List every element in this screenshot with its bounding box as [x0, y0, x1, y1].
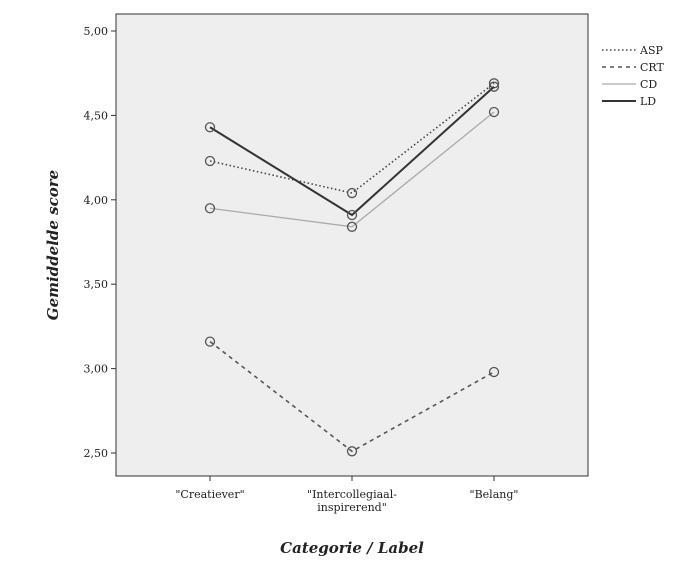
- legend: ASP CRT CD LD: [602, 44, 665, 108]
- x-tick-label-line: "Intercollegiaal-: [307, 488, 397, 501]
- data-point: [204, 155, 216, 167]
- data-point: [346, 446, 358, 457]
- x-tick-label-line: inspirerend": [317, 501, 387, 514]
- y-tick-label: 3,50: [84, 278, 109, 291]
- series-cd: [204, 106, 500, 232]
- x-tick-label: "Belang": [470, 488, 519, 501]
- y-tick-label: 5,00: [84, 25, 109, 38]
- y-axis-title: Gemiddelde score: [44, 170, 62, 320]
- y-tick-label: 2,50: [84, 447, 109, 460]
- data-point: [488, 106, 500, 118]
- legend-label: CRT: [640, 61, 665, 74]
- series-line-ld: [209, 85, 495, 217]
- series-crt: [204, 336, 500, 457]
- legend-label: CD: [640, 78, 657, 91]
- x-axis-title: Categorie / Label: [280, 539, 424, 557]
- series-line-cd: [209, 111, 495, 228]
- series-layer: [204, 78, 500, 457]
- x-tick-label-line: "Belang": [470, 488, 519, 501]
- data-point: [204, 122, 216, 133]
- series-line-crt: [209, 340, 495, 453]
- series-ld: [204, 81, 500, 221]
- series-line-asp: [209, 82, 495, 194]
- data-point: [346, 209, 358, 221]
- data-point: [488, 81, 500, 92]
- y-tick-label: 4,50: [84, 109, 109, 122]
- y-tick-label: 3,00: [84, 363, 109, 376]
- plot-area: [115, 13, 589, 477]
- legend-label: ASP: [639, 44, 663, 57]
- data-point: [346, 221, 358, 232]
- x-tick-label: "Creatiever": [175, 488, 244, 501]
- data-point: [346, 187, 358, 199]
- legend-label: LD: [640, 95, 656, 108]
- x-tick-label-line: "Creatiever": [175, 488, 244, 501]
- x-tick-label: "Intercollegiaal-inspirerend": [307, 488, 397, 514]
- data-point: [204, 336, 216, 347]
- y-axis: 2,50 3,00 3,50 4,00 4,50 5,00: [84, 25, 116, 460]
- y-tick-label: 4,00: [84, 194, 109, 207]
- data-point: [488, 366, 500, 378]
- x-axis: "Creatiever" "Intercollegiaal-inspirerend…: [175, 476, 518, 514]
- data-point: [204, 203, 216, 214]
